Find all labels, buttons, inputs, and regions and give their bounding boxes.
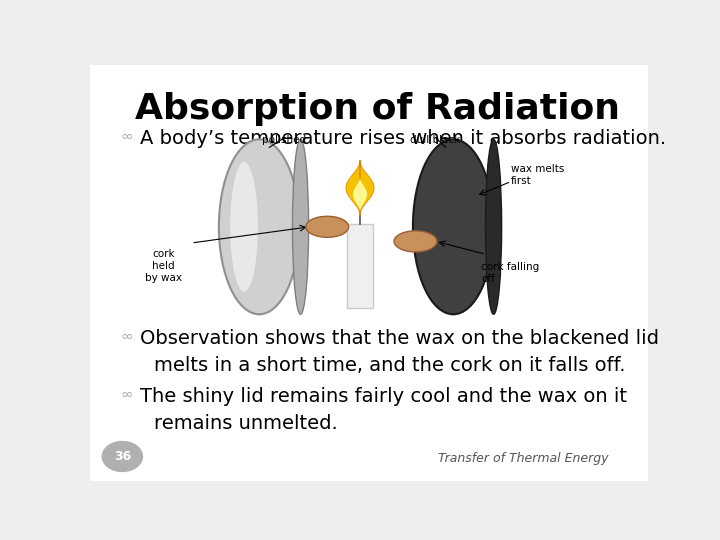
Text: cork falling
off: cork falling off [481,262,539,284]
Ellipse shape [394,231,437,252]
Text: 36: 36 [114,450,131,463]
Text: remains unmelted.: remains unmelted. [154,414,338,433]
Text: ∞: ∞ [120,329,132,344]
Text: ∞: ∞ [120,387,132,402]
Ellipse shape [230,162,258,292]
Ellipse shape [413,139,494,314]
Polygon shape [353,177,367,212]
Text: A body’s temperature rises when it absorbs radiation.: A body’s temperature rises when it absor… [140,129,666,149]
Text: cork
held
by wax: cork held by wax [145,249,182,282]
Text: polished: polished [262,136,307,145]
Ellipse shape [306,217,348,238]
Polygon shape [348,224,373,308]
Ellipse shape [219,139,300,314]
Text: wax melts
first: wax melts first [511,164,564,186]
Text: The shiny lid remains fairly cool and the wax on it: The shiny lid remains fairly cool and th… [140,387,627,406]
FancyBboxPatch shape [84,60,654,485]
Text: Observation shows that the wax on the blackened lid: Observation shows that the wax on the bl… [140,329,660,348]
Circle shape [102,442,143,471]
Ellipse shape [485,139,502,314]
Text: ∞: ∞ [120,129,132,144]
Text: melts in a short time, and the cork on it falls off.: melts in a short time, and the cork on i… [154,356,626,375]
Polygon shape [346,160,374,215]
Text: Transfer of Thermal Energy: Transfer of Thermal Energy [438,452,609,465]
Text: dull black: dull black [410,136,461,145]
Text: Absorption of Radiation: Absorption of Radiation [135,92,620,126]
Ellipse shape [292,139,309,314]
